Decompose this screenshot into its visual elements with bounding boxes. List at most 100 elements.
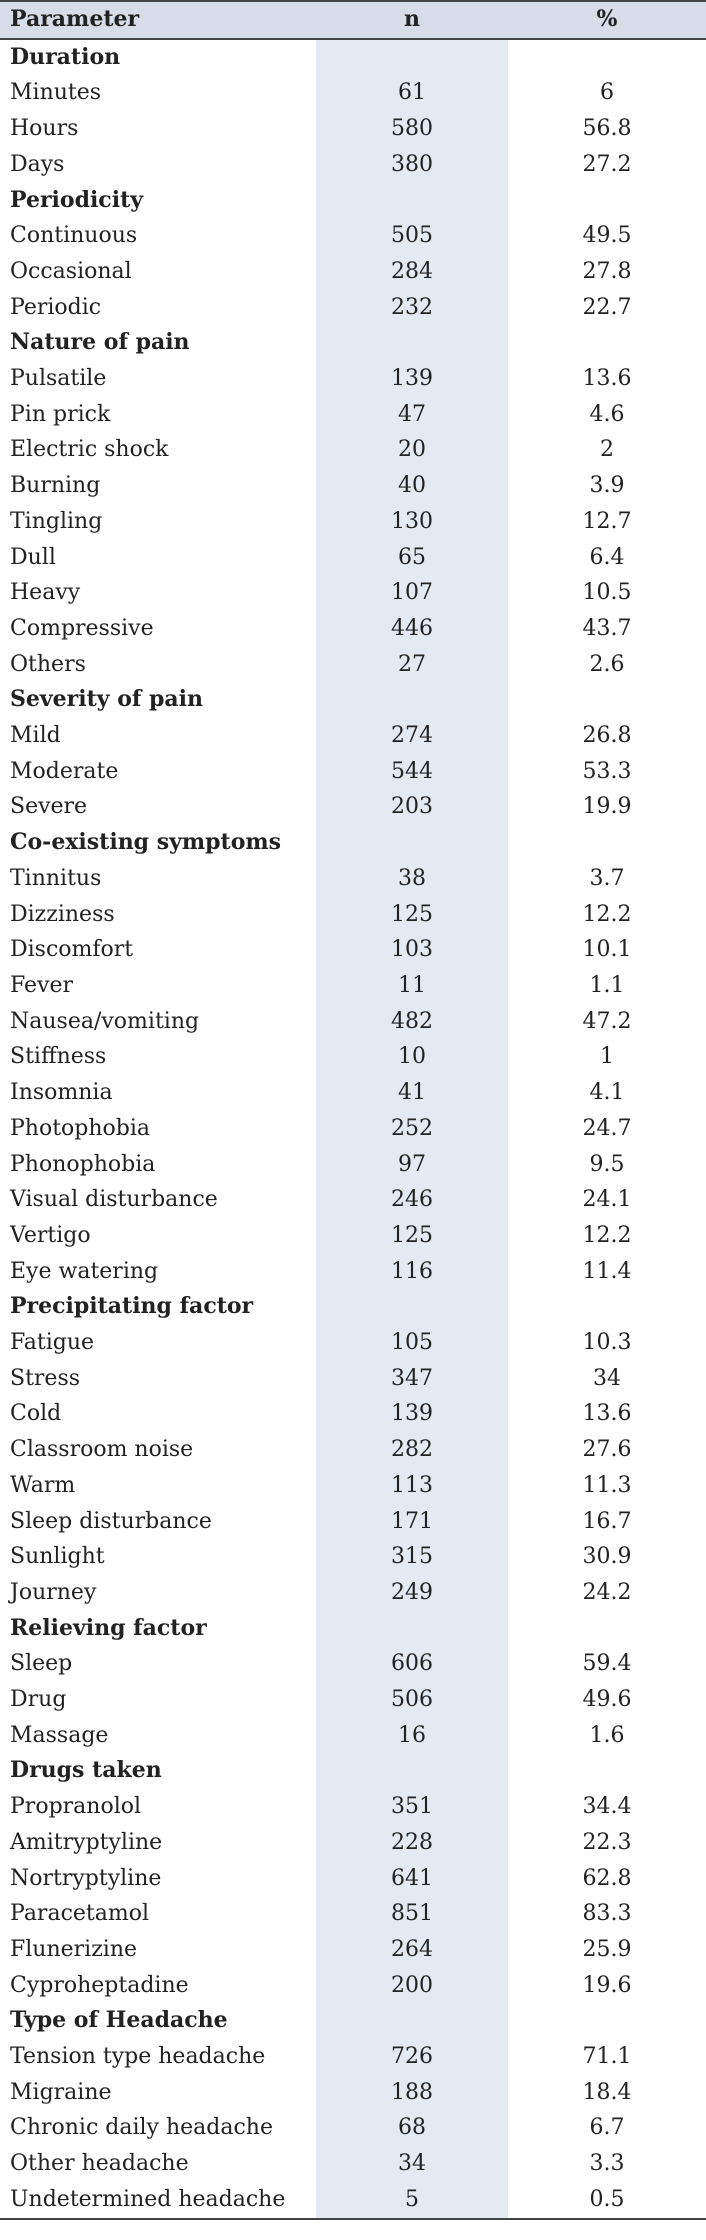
percent-cell <box>508 682 706 718</box>
count-cell: 116 <box>316 1253 508 1290</box>
row-label: Occasional <box>10 258 132 284</box>
table-row: Burning 40 3.9 <box>0 468 706 504</box>
table-row: Tension type headache 726 71.1 <box>0 2039 706 2075</box>
count-cell: 606 <box>316 1646 508 1683</box>
table-row: Pulsatile 139 13.6 <box>0 361 706 397</box>
table-header: Parameter n % <box>0 0 706 40</box>
percent-cell: 4.1 <box>589 1080 625 1106</box>
percent-cell: 59.4 <box>582 1651 632 1677</box>
count-cell: 315 <box>316 1539 508 1575</box>
row-label: Visual disturbance <box>10 1187 218 1213</box>
row-label: Periodic <box>10 294 102 320</box>
row-label: Photophobia <box>10 1115 151 1141</box>
row-label: Pin prick <box>10 401 111 427</box>
percent-cell: 56.8 <box>582 116 632 142</box>
count-cell: 97 <box>316 1146 508 1183</box>
row-label: Moderate <box>10 758 119 784</box>
count-cell: 641 <box>316 1860 508 1897</box>
section-header-row: Relieving factor <box>0 1610 706 1647</box>
table-row: Chronic daily headache 68 6.7 <box>0 2110 706 2147</box>
percent-cell: 43.7 <box>582 615 632 641</box>
count-cell: 38 <box>316 860 508 897</box>
table-row: Nortryptyline 641 62.8 <box>0 1860 706 1897</box>
percent-cell: 16.7 <box>582 1508 632 1534</box>
percent-cell: 11.3 <box>582 1472 632 1498</box>
table-row: Sunlight 315 30.9 <box>0 1539 706 1575</box>
section-label: Relieving factor <box>10 1614 207 1641</box>
percent-cell <box>508 325 706 361</box>
count-cell <box>316 2003 508 2040</box>
section-header-row: Drugs taken <box>0 1753 706 1790</box>
row-label: Sleep disturbance <box>10 1508 212 1534</box>
percent-cell: 13.6 <box>582 366 632 392</box>
percent-cell: 22.3 <box>582 1829 632 1855</box>
row-label: Massage <box>10 1722 109 1748</box>
percent-cell: 10.1 <box>582 937 632 963</box>
row-label: Nortryptyline <box>10 1865 162 1891</box>
count-cell: 506 <box>316 1682 508 1718</box>
count-cell: 34 <box>316 2146 508 2182</box>
row-label: Dizziness <box>10 901 115 927</box>
percent-cell <box>508 1289 706 1325</box>
count-cell: 40 <box>316 468 508 504</box>
section-label: Duration <box>10 43 121 70</box>
percent-cell: 19.9 <box>582 794 632 820</box>
count-cell <box>316 682 508 719</box>
percent-cell: 10.5 <box>582 580 632 606</box>
table-row: Massage 16 1.6 <box>0 1717 706 1754</box>
section-header-row: Type of Headache <box>0 2003 706 2040</box>
count-cell: 11 <box>316 967 508 1004</box>
row-label: Others <box>10 651 86 677</box>
percent-cell: 3.3 <box>589 2151 625 2177</box>
row-label: Stiffness <box>10 1044 107 1070</box>
percent-cell: 26.8 <box>582 723 632 749</box>
table-row: Electric shock 20 2 <box>0 432 706 469</box>
row-label: Other headache <box>10 2151 189 2177</box>
table-row: Tingling 130 12.7 <box>0 503 706 540</box>
count-cell: 228 <box>316 1824 508 1861</box>
row-label: Undetermined headache <box>0 2181 316 2220</box>
percent-cell: 10.3 <box>582 1330 632 1356</box>
percent-cell: 2 <box>600 437 614 463</box>
section-header-row: Duration <box>0 38 706 76</box>
table-row: Sleep disturbance 171 16.7 <box>0 1503 706 1540</box>
section-header-row: Severity of pain <box>0 682 706 719</box>
row-label: Hours <box>10 116 79 142</box>
count-cell: 482 <box>316 1003 508 1040</box>
percent-cell: 18.4 <box>582 2079 632 2105</box>
percent-cell <box>508 183 706 219</box>
count-cell <box>316 1610 508 1647</box>
percent-cell: 6.7 <box>589 2115 625 2141</box>
count-cell: 726 <box>316 2039 508 2075</box>
table-row: Paracetamol 851 83.3 <box>0 1896 706 1932</box>
count-cell: 232 <box>316 289 508 326</box>
row-label: Eye watering <box>10 1258 159 1284</box>
percent-cell: 0.5 <box>508 2181 706 2220</box>
row-label: Drug <box>10 1687 67 1713</box>
header-n: n <box>316 0 508 40</box>
count-cell: 203 <box>316 789 508 826</box>
table-row: Migraine 188 18.4 <box>0 2074 706 2111</box>
count-cell: 446 <box>316 610 508 647</box>
table-row: Continuous 505 49.5 <box>0 218 706 254</box>
percent-cell: 62.8 <box>582 1865 632 1891</box>
count-cell: 16 <box>316 1717 508 1754</box>
percent-cell <box>508 1753 706 1789</box>
table-row: Other headache 34 3.3 <box>0 2146 706 2182</box>
row-label: Tingling <box>10 508 103 534</box>
percent-cell: 9.5 <box>589 1151 625 1177</box>
count-cell: 249 <box>316 1574 508 1611</box>
header-percent: % <box>508 0 706 40</box>
row-label: Minutes <box>10 80 102 106</box>
count-cell: 284 <box>316 253 508 290</box>
section-label: Nature of pain <box>10 329 190 356</box>
percent-cell: 24.1 <box>582 1187 632 1213</box>
percent-cell: 34 <box>593 1365 621 1391</box>
section-label: Drugs taken <box>10 1757 162 1784</box>
percent-cell: 13.6 <box>582 1401 632 1427</box>
table-row: Mild 274 26.8 <box>0 718 706 754</box>
row-label: Journey <box>10 1579 97 1605</box>
section-label: Periodicity <box>10 186 144 213</box>
table-row: Eye watering 116 11.4 <box>0 1253 706 1290</box>
